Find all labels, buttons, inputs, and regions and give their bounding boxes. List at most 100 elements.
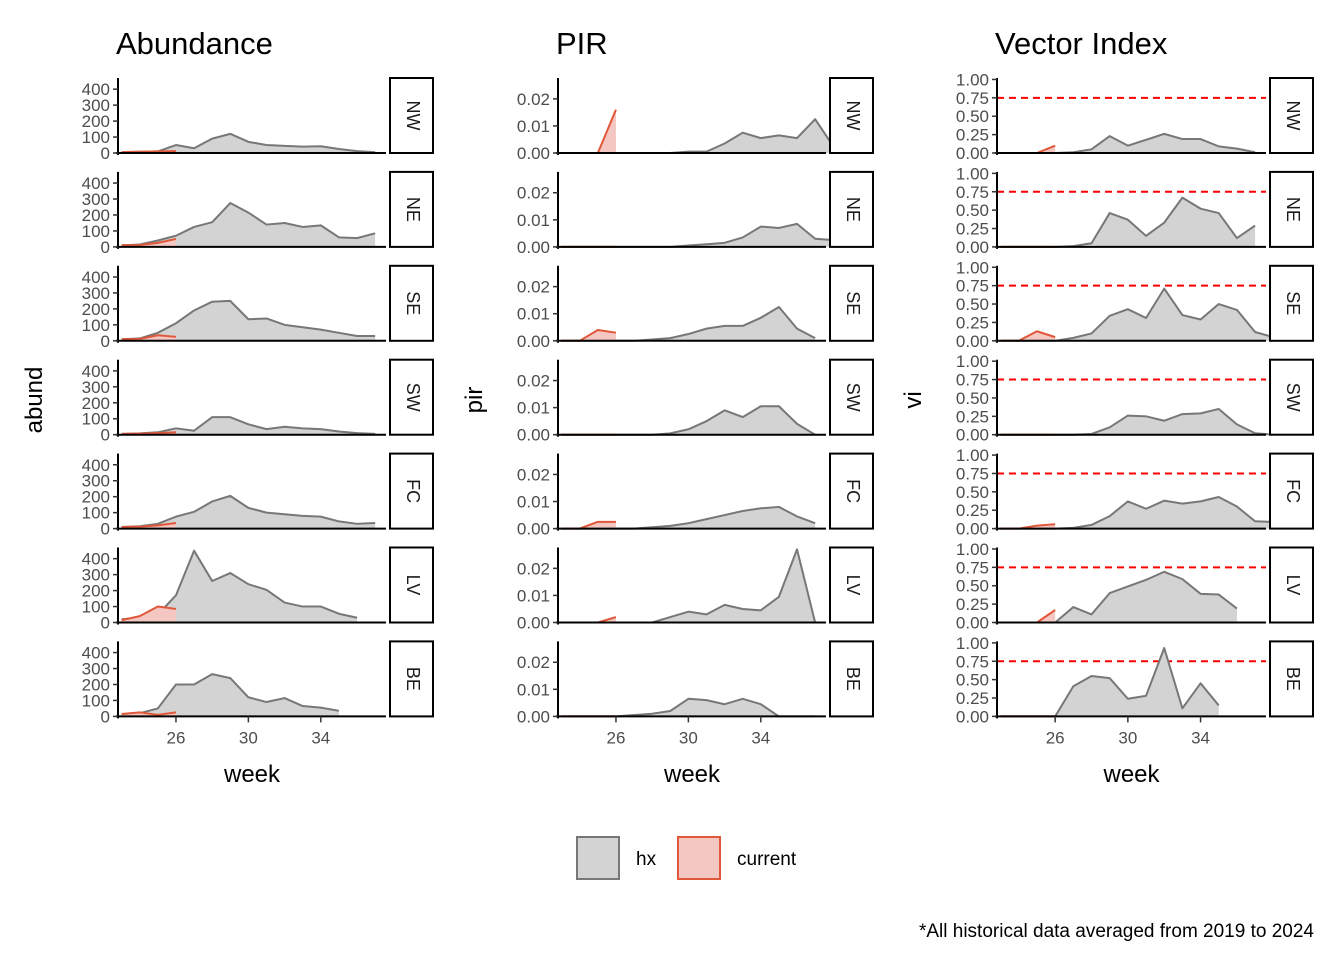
y-tick-label: 0.50: [956, 201, 989, 220]
y-tick-label: 0.01: [517, 586, 550, 605]
y-tick-label: 0.00: [517, 332, 550, 351]
panel-pir-be: 0.00 0.01 0.02 BE 26 30 34: [517, 640, 874, 747]
strip-label-se: SE: [1283, 291, 1303, 315]
strip-box: [389, 452, 434, 530]
y-tick-label: 0: [101, 614, 110, 633]
y-tick-label: 100: [82, 222, 110, 241]
legend-label-hx: hx: [636, 849, 657, 870]
hx-series-area: [121, 495, 376, 529]
strip-label-be: BE: [403, 667, 423, 691]
y-tick-label: 0.00: [517, 144, 550, 163]
y-tick-label: 0.75: [956, 558, 989, 577]
hx-series-line: [121, 416, 376, 435]
strip-label-be: BE: [843, 667, 863, 691]
y-tick-label: 0.00: [517, 520, 550, 539]
hx-series-area: [121, 133, 376, 153]
chart-title: PIR: [556, 26, 608, 61]
y-tick-label: 400: [82, 268, 110, 287]
x-tick-label: 26: [166, 728, 185, 747]
legend-swatch-hx: [576, 836, 620, 880]
hx-series-line: [121, 494, 376, 529]
chart-pir: PIR0.000.010.02NW0.000.010.02NE0.000.010…: [461, 26, 874, 788]
y-tick-label: 0.02: [517, 278, 550, 297]
current-series-line: [121, 605, 177, 622]
hx-series-area: [561, 306, 816, 341]
hx-series-line: [121, 673, 340, 716]
y-tick-label: 0.00: [517, 238, 550, 257]
y-tick-label: 0.00: [956, 426, 989, 445]
hx-series-area: [1000, 197, 1256, 247]
x-tick-label: 34: [311, 728, 330, 747]
y-tick-label: 0.01: [517, 305, 550, 324]
strip-box: [389, 170, 434, 248]
strip-box: [829, 77, 874, 154]
strip-box: [1269, 640, 1314, 718]
y-tick-label: 200: [82, 394, 110, 413]
strip-label-sw: SW: [1283, 383, 1303, 412]
hx-series-area: [561, 698, 816, 717]
strip-label-se: SE: [843, 291, 863, 315]
y-axis-title: pir: [461, 387, 488, 414]
y-tick-label: 0.75: [956, 277, 989, 296]
y-tick-label: 0.00: [956, 332, 989, 351]
panel-vi-sw: 0.000.250.500.751.00 SW: [956, 352, 1314, 445]
strip-box: [389, 77, 434, 154]
strip-box: [1269, 358, 1314, 436]
x-tick-label: 26: [1046, 728, 1065, 747]
current-series-line: [121, 522, 177, 529]
y-tick-label: 100: [82, 504, 110, 523]
strip-label-lv: LV: [1283, 575, 1303, 596]
y-tick-label: 0.00: [956, 238, 989, 257]
strip-label-nw: NW: [403, 101, 423, 131]
strip-box: [389, 358, 434, 436]
y-tick-label: 400: [82, 362, 110, 381]
strip-label-ne: NE: [1283, 197, 1303, 222]
y-tick-label: 0.01: [517, 680, 550, 699]
y-tick-label: 0: [101, 520, 110, 539]
strip-label-sw: SW: [403, 383, 423, 412]
y-tick-label: 1.00: [956, 540, 989, 559]
y-tick-label: 0.02: [517, 465, 550, 484]
hx-series-line: [121, 202, 376, 247]
y-tick-label: 300: [82, 660, 110, 679]
strip-box: [829, 640, 874, 718]
y-tick-label: 300: [82, 378, 110, 397]
legend-swatch-current: [677, 836, 721, 880]
y-tick-label: 300: [82, 566, 110, 585]
y-tick-label: 200: [82, 206, 110, 225]
y-tick-label: 0.50: [956, 107, 989, 126]
strip-label-fc: FC: [1283, 479, 1303, 503]
y-tick-label: 0: [101, 238, 110, 257]
y-tick-label: 0.50: [956, 671, 989, 690]
y-tick-label: 0.00: [517, 614, 550, 633]
y-tick-label: 0.02: [517, 372, 550, 391]
y-tick-label: 200: [82, 488, 110, 507]
x-tick-label: 26: [606, 728, 625, 747]
y-tick-label: 0.00: [956, 614, 989, 633]
panel-pir-nw: 0.00 0.01 0.02 NW: [517, 77, 874, 163]
y-tick-label: 0.02: [517, 184, 550, 203]
panel-vi-se: 0.000.250.500.751.00 SE: [956, 258, 1314, 351]
y-tick-label: 200: [82, 112, 110, 131]
hx-series-line: [121, 299, 376, 341]
x-axis-title: week: [1102, 761, 1160, 788]
y-axis-title: vi: [900, 391, 927, 408]
y-tick-label: 1.00: [956, 634, 989, 653]
strip-box: [389, 640, 434, 718]
y-tick-label: 0.25: [956, 220, 989, 239]
caption: *All historical data averaged from 2019 …: [918, 921, 1314, 942]
panel-vi-fc: 0.000.250.500.751.00 FC: [956, 446, 1314, 539]
strip-label-ne: NE: [843, 197, 863, 222]
y-tick-label: 300: [82, 472, 110, 491]
hx-series-area: [121, 550, 358, 623]
y-tick-label: 0.02: [517, 653, 550, 672]
y-tick-label: 100: [82, 128, 110, 147]
y-tick-label: 0: [101, 426, 110, 445]
hx-series-area: [121, 203, 376, 247]
legend-item-current: current: [677, 836, 797, 880]
y-tick-label: 200: [82, 300, 110, 319]
y-tick-label: 0.25: [956, 313, 989, 332]
